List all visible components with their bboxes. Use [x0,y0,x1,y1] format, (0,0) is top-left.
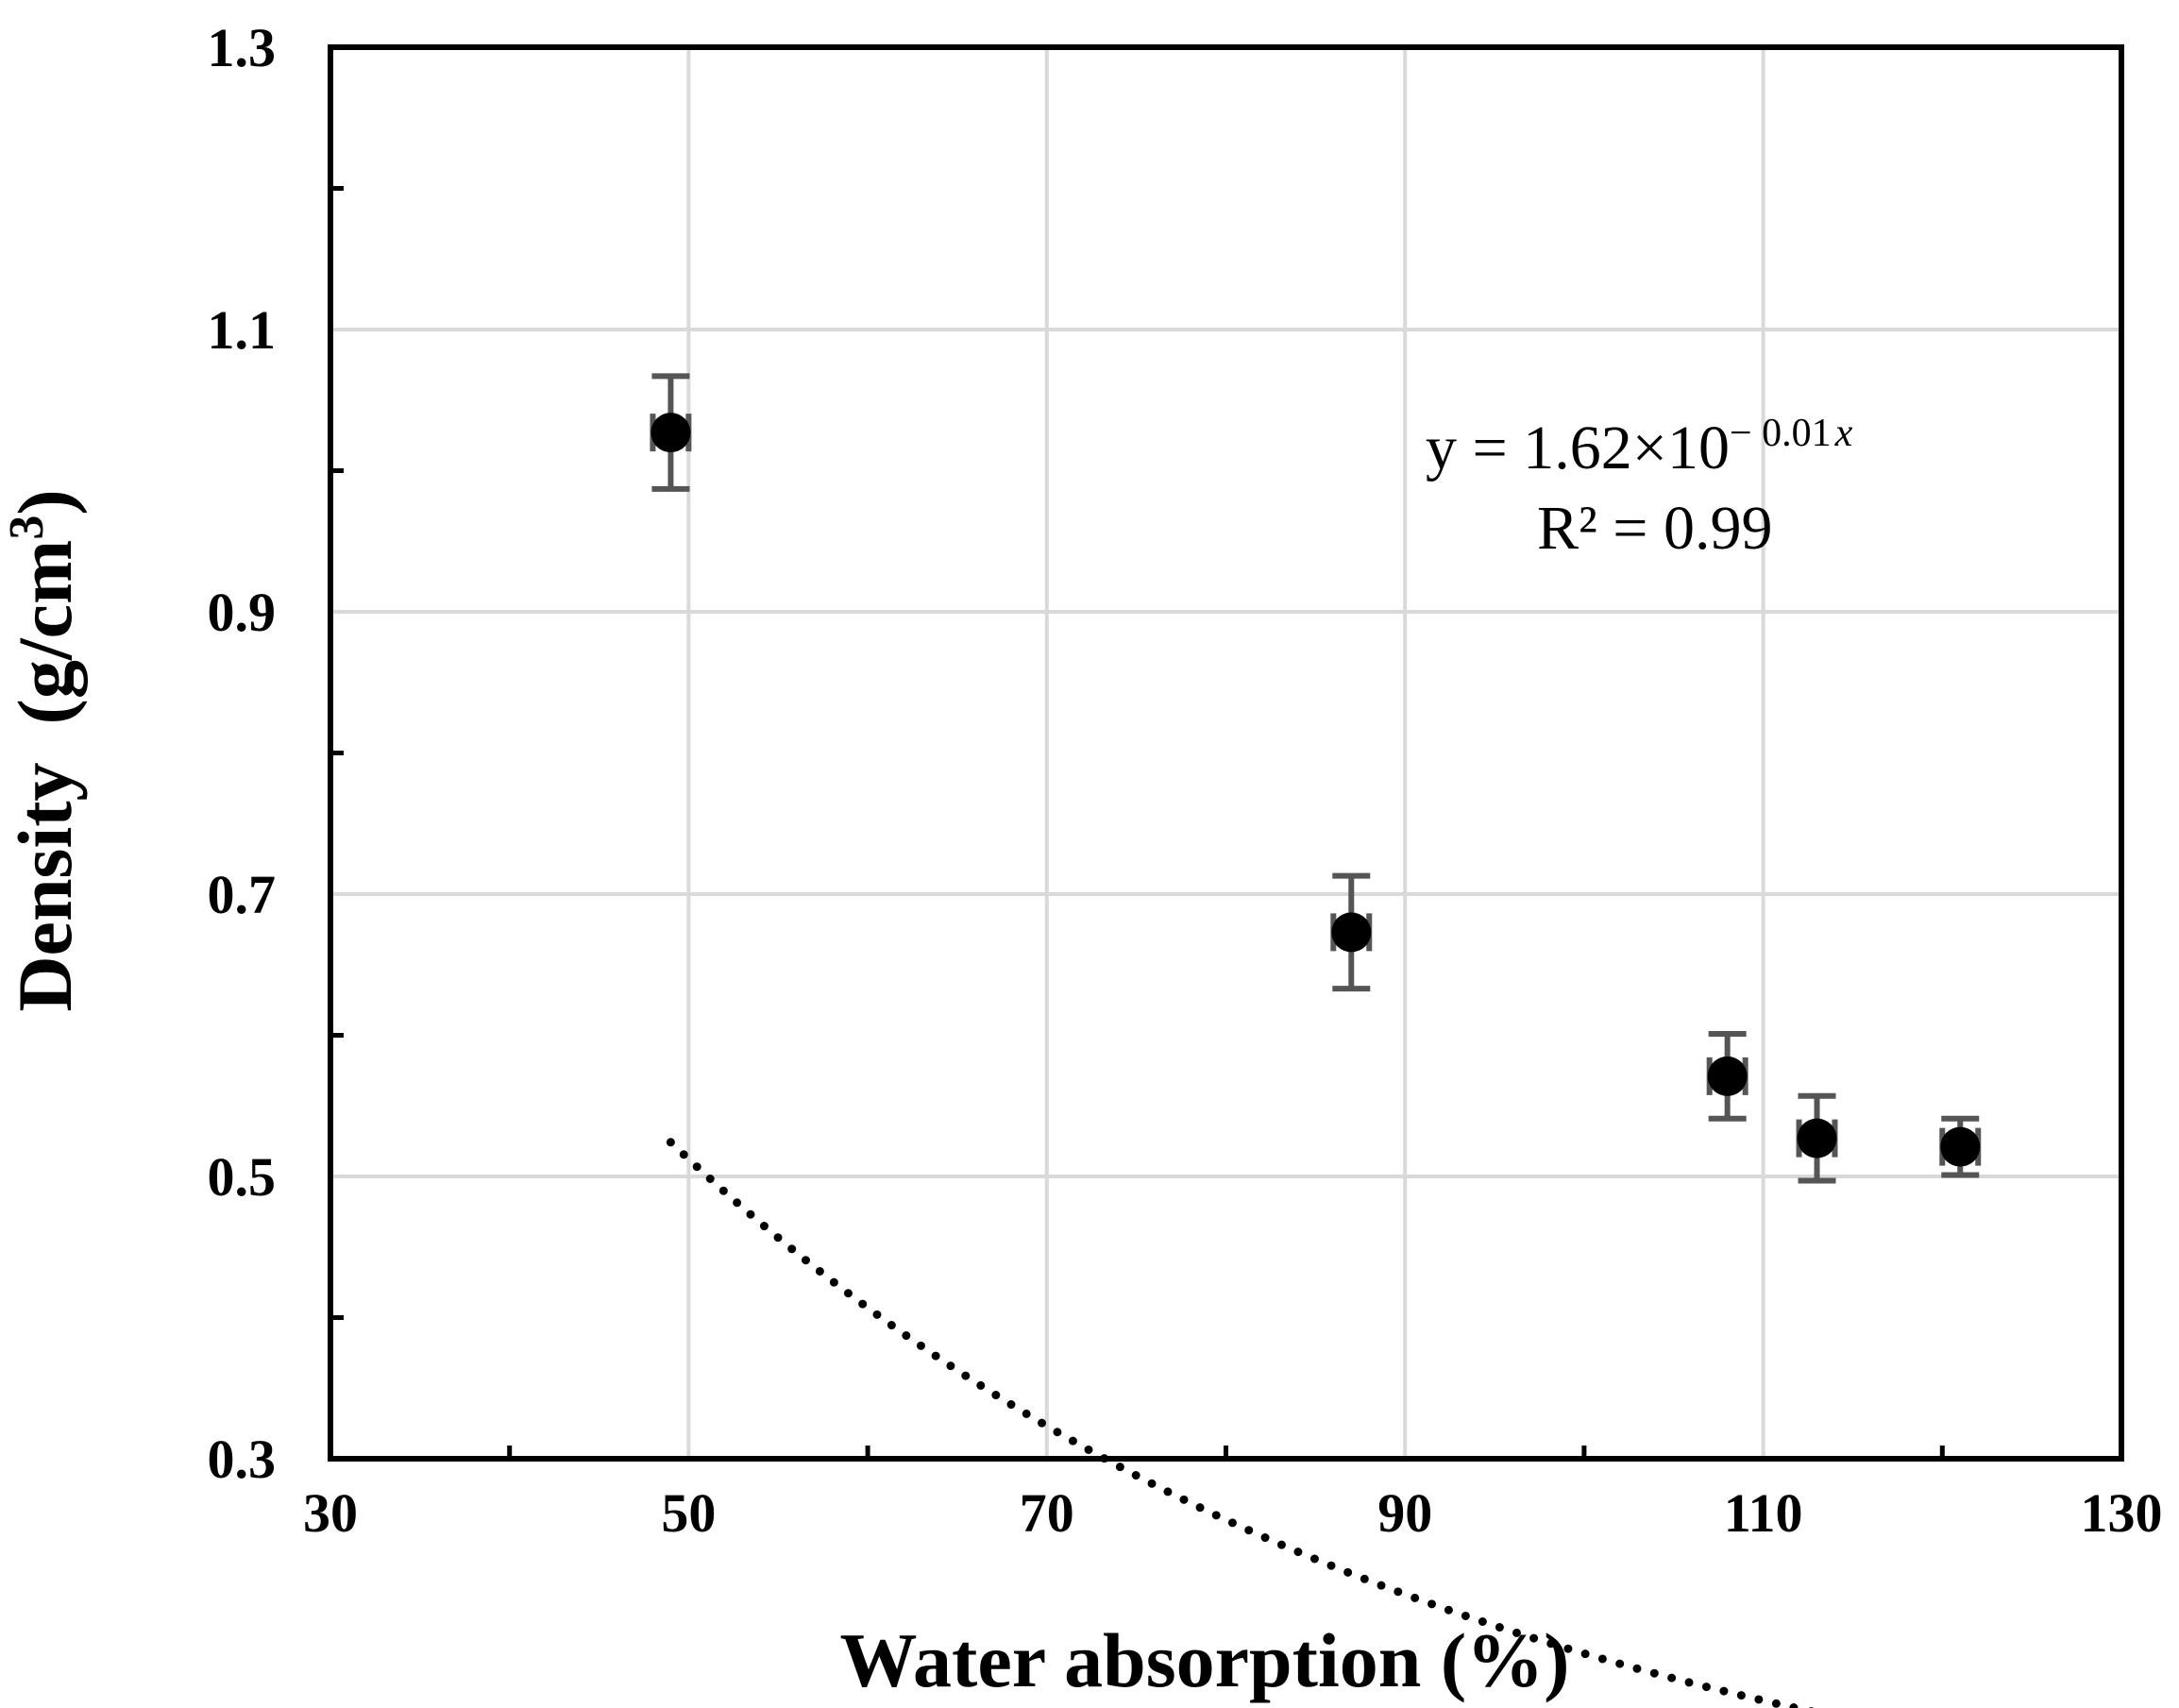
y-axis-title-unit-sup: 3 [0,516,54,540]
x-tick-label: 130 [2081,1482,2163,1544]
trend-equation: y = 1.62×10− 0.01x [1426,412,1853,482]
y-axis-title-main: Density [2,762,88,1011]
axis-ticks [330,186,1945,1459]
y-tick-label: 0.7 [208,864,277,925]
trend-equation-exponent-var: x [1834,412,1853,455]
data-point [1707,1056,1748,1096]
plot-frame [328,44,2124,1462]
x-tick-label: 90 [1377,1482,1432,1544]
y-axis-title: Density (g/cm3) [0,489,88,1011]
trend-equation-prefix: y = 1.62×10 [1426,414,1730,482]
y-axis-title-unit-close: ) [2,489,88,515]
y-tick-label: 0.9 [208,582,277,643]
tick-labels: 30 50 70 90 110 130 0.3 0.5 0.7 0.9 1.1 1.3 [208,17,2163,1544]
data-point [650,413,691,453]
y-tick-label: 0.3 [208,1429,277,1490]
y-tick-label: 1.3 [208,17,277,78]
data-point [1797,1118,1837,1158]
grid-lines [330,47,2121,1459]
y-tick-label: 1.1 [208,299,277,361]
error-bars [650,373,1982,1184]
data-point [1331,912,1372,953]
y-tick-label: 0.5 [208,1146,277,1208]
r-squared-label: R² = 0.99 [1537,494,1773,563]
trendline [666,1138,1816,1708]
data-point [1940,1126,1981,1167]
trendline-curve [666,1138,1816,1708]
x-tick-label: 30 [303,1482,358,1544]
x-axis-title: Water absorption (%) [840,1617,1570,1703]
y-axis-title-unit: (g/cm [2,540,88,725]
x-tick-label: 110 [1724,1482,1803,1544]
data-points [650,413,1981,1167]
trend-equation-exponent: − 0.01 [1730,412,1832,455]
x-tick-label: 50 [661,1482,716,1544]
x-tick-label: 70 [1020,1482,1074,1544]
